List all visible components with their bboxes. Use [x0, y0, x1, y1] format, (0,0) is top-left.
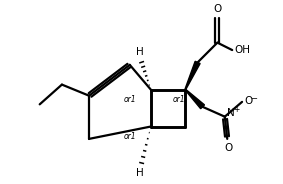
- Text: H: H: [136, 169, 143, 178]
- Text: O: O: [245, 96, 253, 106]
- Text: N: N: [227, 108, 235, 118]
- Text: −: −: [250, 94, 257, 103]
- Text: or1: or1: [123, 95, 136, 104]
- Text: OH: OH: [235, 45, 251, 55]
- Polygon shape: [185, 61, 200, 90]
- Polygon shape: [185, 89, 205, 109]
- Text: H: H: [136, 47, 143, 57]
- Text: O: O: [213, 4, 222, 14]
- Text: +: +: [233, 105, 239, 114]
- Text: or1: or1: [123, 132, 136, 141]
- Text: or1: or1: [173, 95, 186, 104]
- Text: O: O: [224, 143, 233, 153]
